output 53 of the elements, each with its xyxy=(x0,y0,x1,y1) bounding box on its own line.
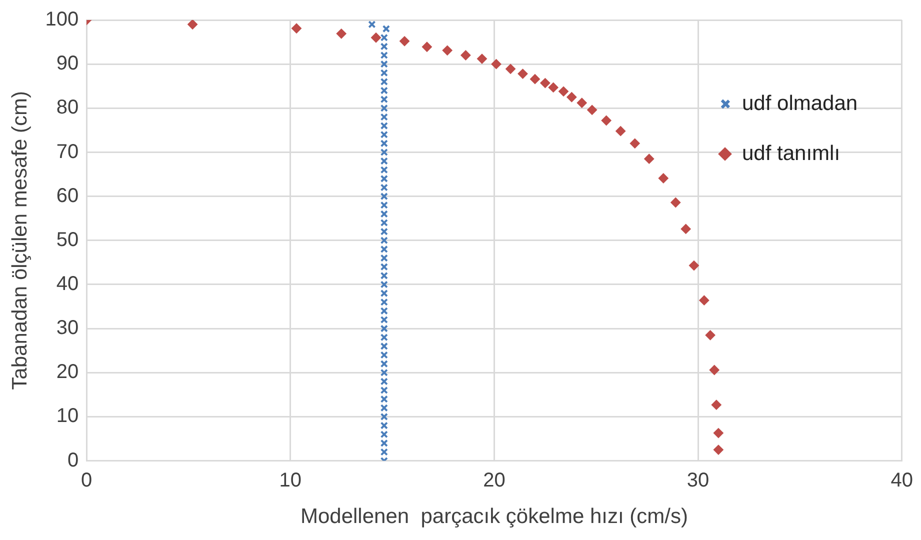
point xyxy=(566,92,577,102)
y-tick-label: 0 xyxy=(67,449,79,472)
point xyxy=(558,86,569,96)
point xyxy=(711,400,722,410)
point xyxy=(630,138,640,148)
y-tick-label: 10 xyxy=(56,405,79,428)
x-tick-label: 20 xyxy=(483,469,506,492)
y-tick-label: 60 xyxy=(56,184,79,207)
point xyxy=(506,64,516,74)
x-axis-title: Modellenen parçacık çökelme hızı (cm/s) xyxy=(300,505,688,528)
legend-label: udf tanımlı xyxy=(742,142,840,166)
x-tick-label: 30 xyxy=(686,469,710,492)
point xyxy=(336,28,346,39)
point xyxy=(699,295,710,306)
point xyxy=(658,173,668,184)
point xyxy=(548,82,558,92)
point xyxy=(680,224,691,234)
point xyxy=(713,428,724,438)
point xyxy=(713,444,724,455)
point xyxy=(491,59,502,70)
point xyxy=(709,364,720,375)
point xyxy=(368,20,376,28)
point xyxy=(476,54,487,64)
point xyxy=(442,45,452,56)
y-tick-label: 90 xyxy=(56,52,79,75)
point xyxy=(460,50,471,60)
point xyxy=(705,330,716,340)
x-tick-label: 40 xyxy=(890,469,913,492)
y-tick-label: 30 xyxy=(56,317,79,340)
point xyxy=(518,68,528,79)
point xyxy=(670,197,681,208)
y-tick-label: 70 xyxy=(56,140,79,163)
y-tick-label: 50 xyxy=(56,228,79,251)
x-tick-label: 10 xyxy=(279,469,302,492)
point xyxy=(587,104,598,115)
point xyxy=(530,74,540,84)
point xyxy=(422,42,432,52)
point xyxy=(188,20,198,30)
point xyxy=(601,116,612,126)
y-tick-label: 20 xyxy=(56,361,79,384)
point xyxy=(400,36,410,46)
point xyxy=(576,98,587,108)
point xyxy=(688,260,699,271)
y-tick-label: 100 xyxy=(45,8,79,31)
y-tick-label: 40 xyxy=(56,272,79,295)
point xyxy=(644,154,654,164)
point xyxy=(540,78,550,88)
legend-label: udf olmadan xyxy=(742,92,858,116)
point xyxy=(371,32,382,43)
point xyxy=(292,23,302,34)
y-tick-label: 80 xyxy=(56,96,79,119)
y-axis-title: Tabanadan ölçülen mesafe (cm) xyxy=(8,90,32,390)
point xyxy=(616,126,626,136)
